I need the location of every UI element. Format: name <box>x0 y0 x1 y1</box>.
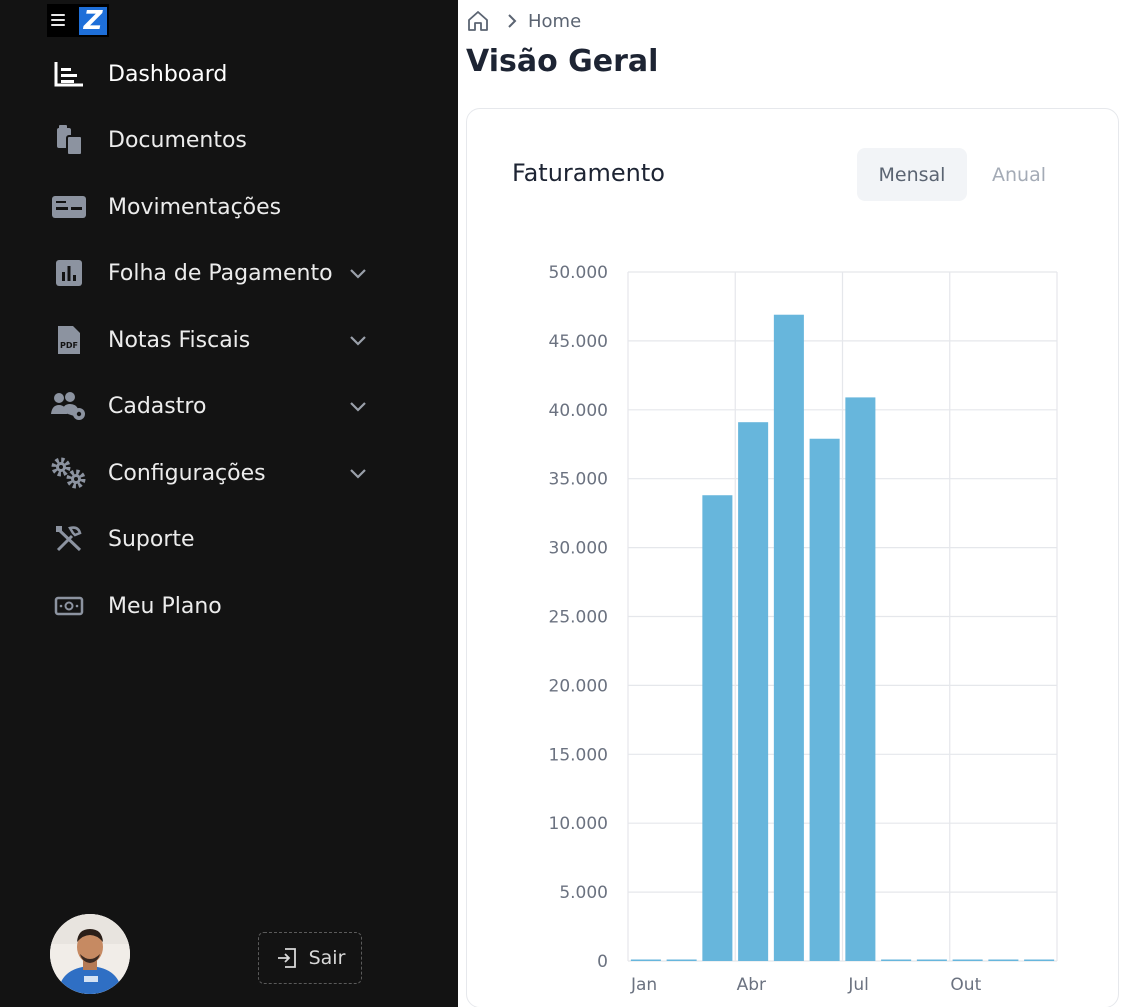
sidebar-item-folha-de-pagamento[interactable]: Folha de Pagamento <box>50 248 380 298</box>
bar-ago <box>881 959 912 961</box>
y-tick-label: 50.000 <box>549 263 608 283</box>
sidebar-item-label: Folha de Pagamento <box>108 260 333 286</box>
bar-abr <box>738 422 769 961</box>
bar-mai <box>773 314 804 961</box>
home-icon[interactable] <box>466 9 490 33</box>
bar-dez <box>1024 959 1055 961</box>
sidebar-item-label: Dashboard <box>108 61 228 87</box>
header-bar: Z <box>47 4 109 37</box>
logout-icon <box>277 948 296 968</box>
y-tick-label: 35.000 <box>549 470 608 490</box>
pdf-icon: PDF <box>50 321 88 359</box>
sidebar-item-label: Configurações <box>108 460 266 486</box>
bar-jul <box>845 397 876 961</box>
card-title: Faturamento <box>512 159 665 187</box>
logout-button[interactable]: Sair <box>258 932 362 984</box>
sidebar-item-label: Notas Fiscais <box>108 327 251 353</box>
y-tick-label: 5.000 <box>559 883 608 903</box>
chevron-down-icon[interactable] <box>346 461 370 485</box>
tab-anual[interactable]: Anual <box>991 163 1046 186</box>
sidebar-item-suporte[interactable]: Suporte <box>50 514 380 564</box>
bar-nov <box>988 959 1019 961</box>
bar-jan <box>630 959 661 961</box>
y-tick-label: 10.000 <box>549 814 608 834</box>
sidebar-item-label: Cadastro <box>108 393 207 419</box>
money-icon <box>50 587 88 625</box>
sidebar-item-movimentacoes[interactable]: Movimentações <box>50 182 380 232</box>
sidebar: Z Dashboard Documentos Movimentações Fol… <box>0 0 458 1007</box>
y-tick-label: 0 <box>597 952 608 972</box>
gears-icon <box>50 454 88 492</box>
sidebar-item-label: Suporte <box>108 526 195 552</box>
bar-mar <box>702 495 733 961</box>
sidebar-item-cadastro[interactable]: Cadastro <box>50 381 380 431</box>
sidebar-item-label: Movimentações <box>108 194 282 220</box>
x-tick-label: Out <box>950 975 981 995</box>
y-tick-label: 45.000 <box>549 332 608 352</box>
users-gear-icon <box>50 387 88 425</box>
sidebar-item-notas-fiscais[interactable]: PDF Notas Fiscais <box>50 315 380 365</box>
breadcrumb: Home <box>466 8 581 34</box>
x-tick-label: Jan <box>630 975 657 995</box>
bar-jun <box>809 438 840 961</box>
bar-out <box>952 959 983 961</box>
chevron-right-icon <box>508 14 517 28</box>
menu-icon[interactable] <box>51 14 65 26</box>
y-tick-label: 20.000 <box>549 676 608 696</box>
y-tick-label: 40.000 <box>549 401 608 421</box>
sidebar-item-label: Meu Plano <box>108 593 222 619</box>
sidebar-item-documentos[interactable]: Documentos <box>50 115 380 165</box>
sidebar-item-label: Documentos <box>108 127 247 153</box>
svg-text:PDF: PDF <box>60 341 78 350</box>
bar-fev <box>666 959 697 961</box>
chevron-down-icon[interactable] <box>346 261 370 285</box>
avatar[interactable] <box>50 914 130 994</box>
y-tick-label: 25.000 <box>549 608 608 628</box>
y-tick-label: 15.000 <box>549 745 608 765</box>
revenue-bar-chart: 0 5.000 10.000 15.000 20.000 25.000 30.000 35.0… <box>549 263 1058 995</box>
y-tick-label: 30.000 <box>549 539 608 559</box>
x-tick-label: Abr <box>737 975 766 995</box>
tab-mensal[interactable]: Mensal <box>857 148 967 201</box>
sidebar-item-configuracoes[interactable]: Configurações <box>50 448 380 498</box>
dashboard-icon <box>50 55 88 93</box>
documents-icon <box>50 121 88 159</box>
app-logo[interactable]: Z <box>79 6 107 36</box>
x-tick-label: Jul <box>847 975 869 995</box>
bar-set <box>916 959 947 961</box>
sidebar-item-meu-plano[interactable]: Meu Plano <box>50 581 380 631</box>
page-title: Visão Geral <box>466 44 659 79</box>
logout-label: Sair <box>308 947 346 969</box>
payroll-chart-icon <box>50 254 88 292</box>
chevron-down-icon[interactable] <box>346 394 370 418</box>
tools-icon <box>50 520 88 558</box>
chevron-down-icon[interactable] <box>346 328 370 352</box>
breadcrumb-home[interactable]: Home <box>528 10 582 32</box>
movements-icon <box>50 188 88 226</box>
sidebar-item-dashboard[interactable]: Dashboard <box>50 49 380 99</box>
